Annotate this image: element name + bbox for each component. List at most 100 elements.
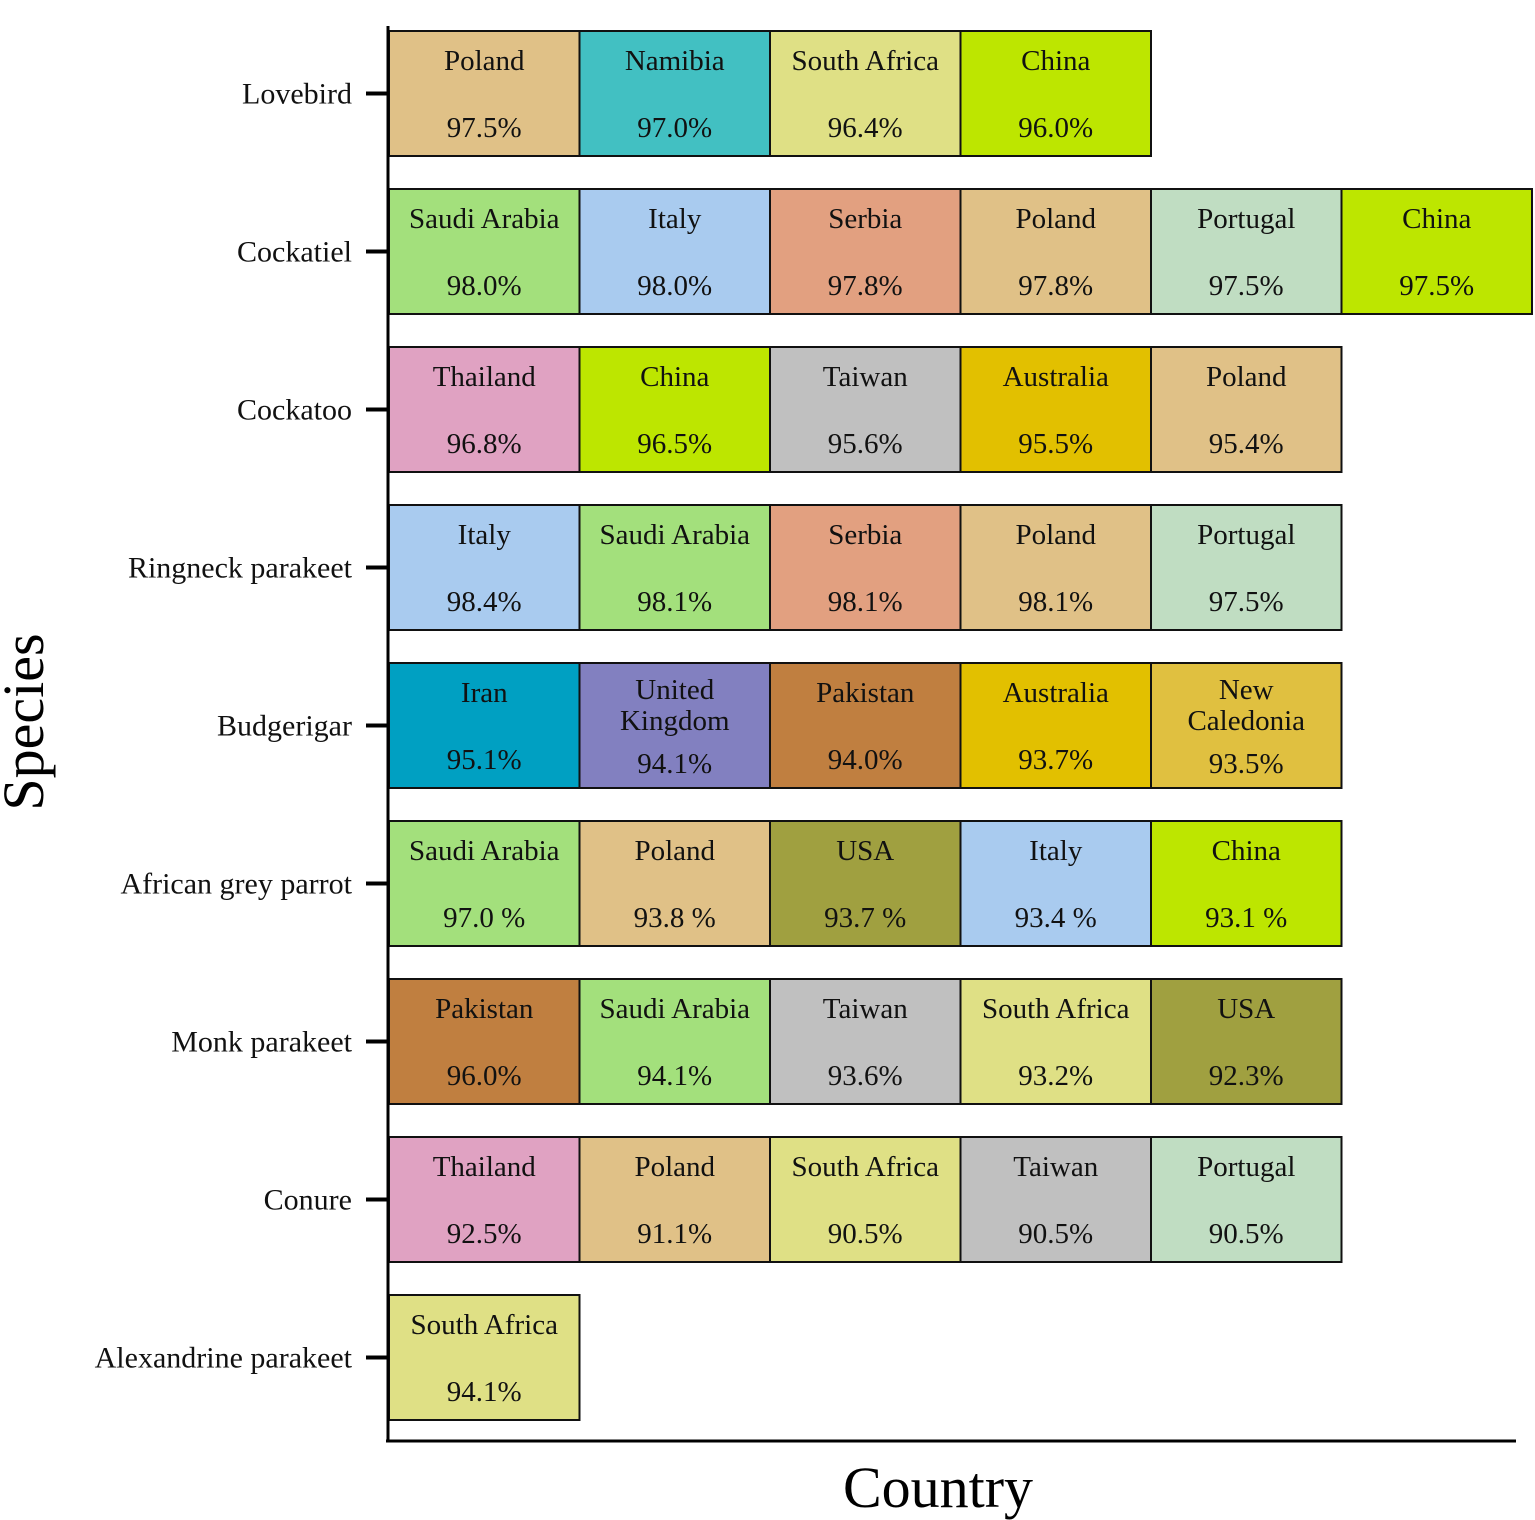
cell-lovebird-china: China 96.0% [959, 30, 1152, 157]
cell-value-label: 93.7 % [824, 902, 906, 934]
cell-cockatoo-australia: Australia 95.5% [959, 346, 1152, 473]
cell-lovebird-poland: Poland 97.5% [388, 30, 581, 157]
cell-country-label: New Caledonia [1187, 674, 1305, 737]
cell-value-label: 95.1% [447, 744, 522, 776]
cell-value-label: 90.5% [828, 1218, 903, 1250]
cell-rect [388, 30, 581, 157]
cell-country-label: Portugal [1197, 203, 1295, 235]
cell-country-label: Serbia [828, 519, 902, 551]
cell-monk-parakeet-usa: USA 92.3% [1150, 978, 1343, 1105]
cell-rect [388, 1136, 581, 1263]
cell-cockatiel-saudi-arabia: Saudi Arabia 98.0% [388, 188, 581, 315]
y-tick-label-conure: Conure [264, 1184, 352, 1217]
y-tick-label-ringneck-parakeet: Ringneck parakeet [128, 552, 353, 585]
cell-budgerigar-pakistan: Pakistan 94.0% [769, 662, 962, 789]
cell-value-label: 93.2% [1018, 1060, 1093, 1092]
cell-monk-parakeet-south-africa: South Africa 93.2% [959, 978, 1152, 1105]
cell-conure-thailand: Thailand 92.5% [388, 1136, 581, 1263]
cell-value-label: 93.5% [1209, 748, 1284, 780]
cell-value-label: 97.0% [637, 112, 712, 144]
y-tick-label-alexandrine-parakeet: Alexandrine parakeet [95, 1342, 353, 1375]
cell-rect [578, 504, 771, 631]
cell-cockatiel-italy: Italy 98.0% [578, 188, 771, 315]
cell-value-label: 92.5% [447, 1218, 522, 1250]
cell-value-label: 92.3% [1209, 1060, 1284, 1092]
cell-value-label: 96.0% [447, 1060, 522, 1092]
cell-country-label: South Africa [792, 1151, 940, 1183]
cell-value-label: 90.5% [1018, 1218, 1093, 1250]
cell-rect [388, 188, 581, 315]
cell-rect [959, 978, 1152, 1105]
cell-value-label: 94.0% [828, 744, 903, 776]
cell-country-label: Saudi Arabia [599, 519, 750, 551]
cell-country-label: Thailand [433, 361, 537, 393]
cell-african-grey-parrot-poland: Poland 93.8 % [578, 820, 771, 947]
cell-cockatiel-portugal: Portugal 97.5% [1150, 188, 1343, 315]
cell-rect [769, 1136, 962, 1263]
cell-country-label: Italy [458, 519, 512, 551]
cell-rect [1150, 346, 1343, 473]
cell-value-label: 97.5% [1209, 586, 1284, 618]
cell-value-label: 97.0 % [443, 902, 525, 934]
cell-rect [388, 820, 581, 947]
cell-budgerigar-iran: Iran 95.1% [388, 662, 581, 789]
cell-country-label: Iran [461, 677, 508, 709]
cell-value-label: 97.8% [828, 270, 903, 302]
cell-conure-poland: Poland 91.1% [578, 1136, 771, 1263]
cell-rect [1150, 504, 1343, 631]
cell-budgerigar-australia: Australia 93.7% [959, 662, 1152, 789]
y-tick-label-cockatiel: Cockatiel [237, 236, 352, 269]
cell-country-label: Taiwan [823, 993, 908, 1025]
y-axis-ticks: Lovebird Cockatiel Cockatoo Ringneck parake… [95, 78, 388, 1375]
cell-country-label: Poland [1015, 203, 1096, 235]
cell-country-label: Italy [1029, 835, 1083, 867]
cell-rect [578, 188, 771, 315]
x-axis-title: Country [843, 1455, 1033, 1520]
cell-rect [1150, 1136, 1343, 1263]
cell-country-label: United Kingdom [620, 674, 730, 737]
cell-country-label: Saudi Arabia [599, 993, 750, 1025]
cell-rect [769, 504, 962, 631]
y-tick-label-lovebird: Lovebird [242, 78, 352, 111]
cell-country-label: South Africa [792, 45, 940, 77]
cell-country-label: Pakistan [816, 677, 915, 709]
cell-cockatoo-china: China 96.5% [578, 346, 771, 473]
cell-lovebird-south-africa: South Africa 96.4% [769, 30, 962, 157]
cell-rect [769, 978, 962, 1105]
cell-country-label: Pakistan [435, 993, 534, 1025]
cell-cockatoo-thailand: Thailand 96.8% [388, 346, 581, 473]
cell-value-label: 91.1% [637, 1218, 712, 1250]
chart-cells: Poland 97.5% Namibia 97.0% South Africa 96.4%… [388, 30, 1533, 1421]
cell-country-label: USA [836, 835, 894, 867]
cell-value-label: 95.5% [1018, 428, 1093, 460]
cell-cockatiel-poland: Poland 97.8% [959, 188, 1152, 315]
cell-rect [959, 820, 1152, 947]
cell-rect [769, 346, 962, 473]
cell-country-label: Poland [634, 1151, 715, 1183]
cell-value-label: 98.0% [447, 270, 522, 302]
cell-ringneck-parakeet-serbia: Serbia 98.1% [769, 504, 962, 631]
cell-rect [769, 30, 962, 157]
cell-country-label: Poland [1206, 361, 1287, 393]
cell-african-grey-parrot-italy: Italy 93.4 % [959, 820, 1152, 947]
cell-rect [388, 1294, 581, 1421]
cell-value-label: 96.8% [447, 428, 522, 460]
cell-country-label: Portugal [1197, 1151, 1295, 1183]
cell-value-label: 98.4% [447, 586, 522, 618]
cell-alexandrine-parakeet-south-africa: South Africa 94.1% [388, 1294, 581, 1421]
cell-value-label: 98.1% [637, 586, 712, 618]
y-tick-label-cockatoo: Cockatoo [237, 394, 352, 427]
cell-rect [769, 662, 962, 789]
cell-monk-parakeet-pakistan: Pakistan 96.0% [388, 978, 581, 1105]
cell-country-label: USA [1217, 993, 1275, 1025]
cell-rect [578, 662, 771, 789]
cell-country-label: Italy [648, 203, 702, 235]
cell-cockatoo-poland: Poland 95.4% [1150, 346, 1343, 473]
cell-value-label: 94.1% [447, 1376, 522, 1408]
cell-african-grey-parrot-china: China 93.1 % [1150, 820, 1343, 947]
cell-value-label: 94.1% [637, 1060, 712, 1092]
cell-cockatiel-china: China 97.5% [1340, 188, 1533, 315]
cell-conure-south-africa: South Africa 90.5% [769, 1136, 962, 1263]
cell-budgerigar-new-caledonia: New Caledonia 93.5% [1150, 662, 1343, 789]
cell-budgerigar-united-kingdom: United Kingdom 94.1% [578, 662, 771, 789]
